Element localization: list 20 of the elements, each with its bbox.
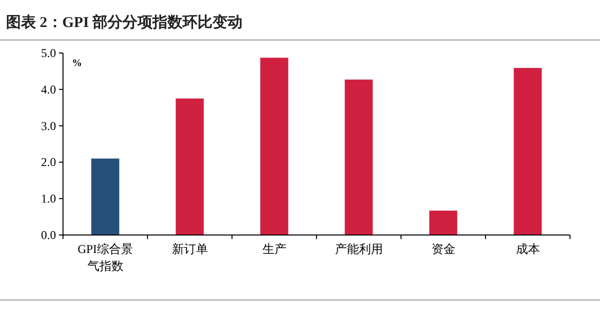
y-tick-label: 0.0 <box>41 228 56 242</box>
y-axis-title: % <box>72 58 82 69</box>
y-tick-label: 5.0 <box>41 46 56 60</box>
x-tick-label: GPI综合景气指数 <box>78 242 133 273</box>
x-tick-label: 资金 <box>431 242 456 256</box>
y-tick-label: 1.0 <box>41 192 56 206</box>
bar <box>429 210 458 235</box>
y-tick-label: 2.0 <box>41 155 56 170</box>
x-tick-label: 产能利用 <box>334 242 383 256</box>
y-tick-label: 4.0 <box>41 82 56 96</box>
x-tick-label: 新订单 <box>172 242 208 256</box>
bar <box>514 68 542 235</box>
x-tick-label: 成本 <box>516 242 540 256</box>
x-tick-label: 生产 <box>262 242 286 256</box>
chart-title: 图表 2：GPI 部分分项指数环比变动 <box>6 13 243 31</box>
bar <box>260 58 288 235</box>
bar <box>91 158 120 235</box>
bar <box>344 80 373 235</box>
bar <box>176 98 204 235</box>
y-tick-label: 3.0 <box>41 118 56 133</box>
